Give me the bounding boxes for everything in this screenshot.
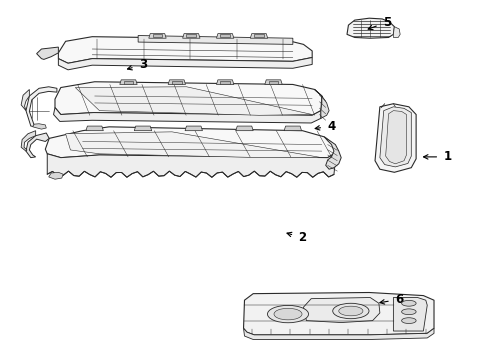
Polygon shape xyxy=(264,80,282,85)
Polygon shape xyxy=(346,18,393,38)
Polygon shape xyxy=(65,132,321,158)
Polygon shape xyxy=(21,90,29,111)
Bar xyxy=(123,81,133,84)
Polygon shape xyxy=(55,82,321,115)
Polygon shape xyxy=(374,104,415,172)
Polygon shape xyxy=(53,108,320,123)
Polygon shape xyxy=(148,33,166,38)
Polygon shape xyxy=(45,127,335,158)
Polygon shape xyxy=(385,111,406,164)
Polygon shape xyxy=(243,292,433,335)
Polygon shape xyxy=(182,33,200,38)
Polygon shape xyxy=(138,36,292,44)
Polygon shape xyxy=(58,37,311,63)
Text: 5: 5 xyxy=(367,15,390,30)
Bar xyxy=(220,81,229,84)
Polygon shape xyxy=(168,80,185,85)
Text: 3: 3 xyxy=(127,58,147,71)
Bar xyxy=(220,34,229,37)
Ellipse shape xyxy=(267,305,308,323)
Polygon shape xyxy=(243,328,433,339)
Polygon shape xyxy=(26,133,49,158)
Ellipse shape xyxy=(401,300,415,306)
Bar xyxy=(268,81,278,84)
Polygon shape xyxy=(134,126,151,131)
Polygon shape xyxy=(86,126,103,131)
Polygon shape xyxy=(33,124,46,129)
Polygon shape xyxy=(393,297,427,331)
Bar xyxy=(186,34,196,37)
Bar xyxy=(152,34,162,37)
Polygon shape xyxy=(235,126,253,131)
Polygon shape xyxy=(216,33,233,38)
Text: 2: 2 xyxy=(286,231,306,244)
Bar xyxy=(172,81,181,84)
Ellipse shape xyxy=(401,318,415,324)
Ellipse shape xyxy=(332,303,368,319)
Polygon shape xyxy=(49,172,63,179)
Polygon shape xyxy=(379,107,410,167)
Polygon shape xyxy=(21,131,36,151)
Polygon shape xyxy=(216,80,233,85)
Polygon shape xyxy=(284,126,301,131)
Polygon shape xyxy=(47,153,335,177)
Bar xyxy=(254,34,264,37)
Polygon shape xyxy=(393,27,399,37)
Ellipse shape xyxy=(273,308,302,320)
Text: 6: 6 xyxy=(379,293,403,306)
Polygon shape xyxy=(37,47,58,59)
Polygon shape xyxy=(184,126,202,131)
Text: 1: 1 xyxy=(423,150,451,163)
Polygon shape xyxy=(120,80,137,85)
Ellipse shape xyxy=(338,306,362,316)
Text: 4: 4 xyxy=(315,120,335,132)
Polygon shape xyxy=(75,87,311,115)
Polygon shape xyxy=(324,137,341,169)
Polygon shape xyxy=(250,33,267,38)
Polygon shape xyxy=(58,58,311,70)
Polygon shape xyxy=(314,90,328,118)
Polygon shape xyxy=(26,87,57,127)
Ellipse shape xyxy=(401,309,415,315)
Polygon shape xyxy=(303,297,379,323)
